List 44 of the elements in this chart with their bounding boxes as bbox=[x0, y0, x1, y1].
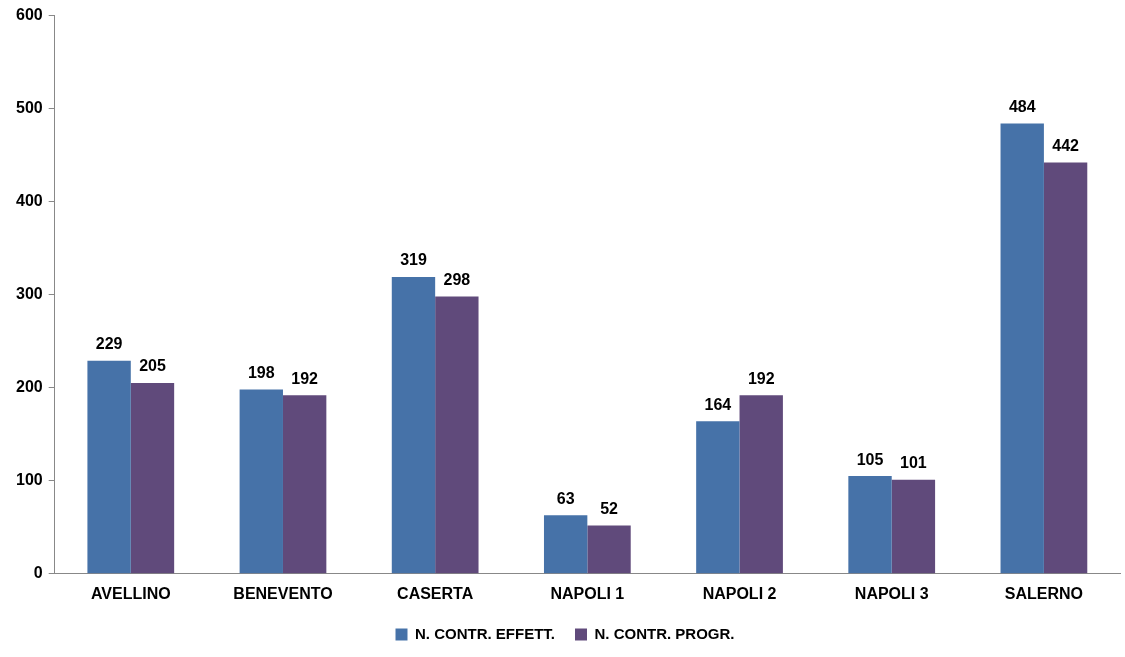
data-label: 319 bbox=[400, 251, 427, 269]
bar bbox=[1043, 162, 1088, 574]
x-tick-label: NAPOLI 3 bbox=[854, 584, 929, 602]
x-tick-label: SALERNO bbox=[1004, 584, 1084, 602]
x-tick-label: CASERTA bbox=[397, 584, 474, 602]
data-label: 205 bbox=[139, 357, 166, 375]
data-label: 101 bbox=[900, 454, 927, 472]
bar bbox=[739, 395, 783, 574]
data-label: 192 bbox=[747, 369, 775, 387]
data-label: 63 bbox=[556, 489, 575, 507]
y-tick-label: 300 bbox=[15, 285, 43, 303]
y-tick-label: 500 bbox=[15, 99, 43, 117]
bar bbox=[239, 389, 283, 574]
bar bbox=[848, 476, 892, 574]
data-label: 298 bbox=[443, 270, 471, 288]
data-label: 484 bbox=[1008, 97, 1036, 115]
x-tick-label: NAPOLI 1 bbox=[550, 584, 625, 602]
x-tick-label: AVELLINO bbox=[90, 584, 171, 602]
bar bbox=[87, 360, 131, 574]
bar bbox=[391, 277, 436, 574]
data-label: 229 bbox=[95, 335, 123, 353]
legend-label: N. CONTR. PROGR. bbox=[594, 624, 735, 642]
data-label: 164 bbox=[704, 395, 732, 413]
data-label: 442 bbox=[1052, 137, 1080, 154]
y-tick-label: 0 bbox=[33, 564, 43, 582]
bar bbox=[1000, 123, 1044, 574]
x-tick-label: BENEVENTO bbox=[233, 584, 333, 602]
data-label: 52 bbox=[600, 499, 619, 517]
y-tick-label: 200 bbox=[15, 378, 43, 396]
bar bbox=[587, 525, 631, 574]
bar bbox=[282, 395, 327, 574]
x-tick-label: NAPOLI 2 bbox=[702, 584, 777, 602]
y-tick-label: 100 bbox=[15, 471, 43, 489]
bar bbox=[891, 479, 936, 574]
data-label: 198 bbox=[247, 364, 275, 381]
y-tick-label: 600 bbox=[15, 6, 43, 24]
bar bbox=[130, 383, 175, 574]
legend-label: N. CONTR. EFFETT. bbox=[415, 624, 555, 642]
bar bbox=[435, 296, 479, 574]
bar bbox=[543, 515, 588, 574]
data-label: 105 bbox=[856, 450, 884, 468]
y-tick-label: 400 bbox=[15, 192, 43, 210]
data-label: 192 bbox=[291, 369, 319, 387]
bar bbox=[696, 421, 740, 574]
